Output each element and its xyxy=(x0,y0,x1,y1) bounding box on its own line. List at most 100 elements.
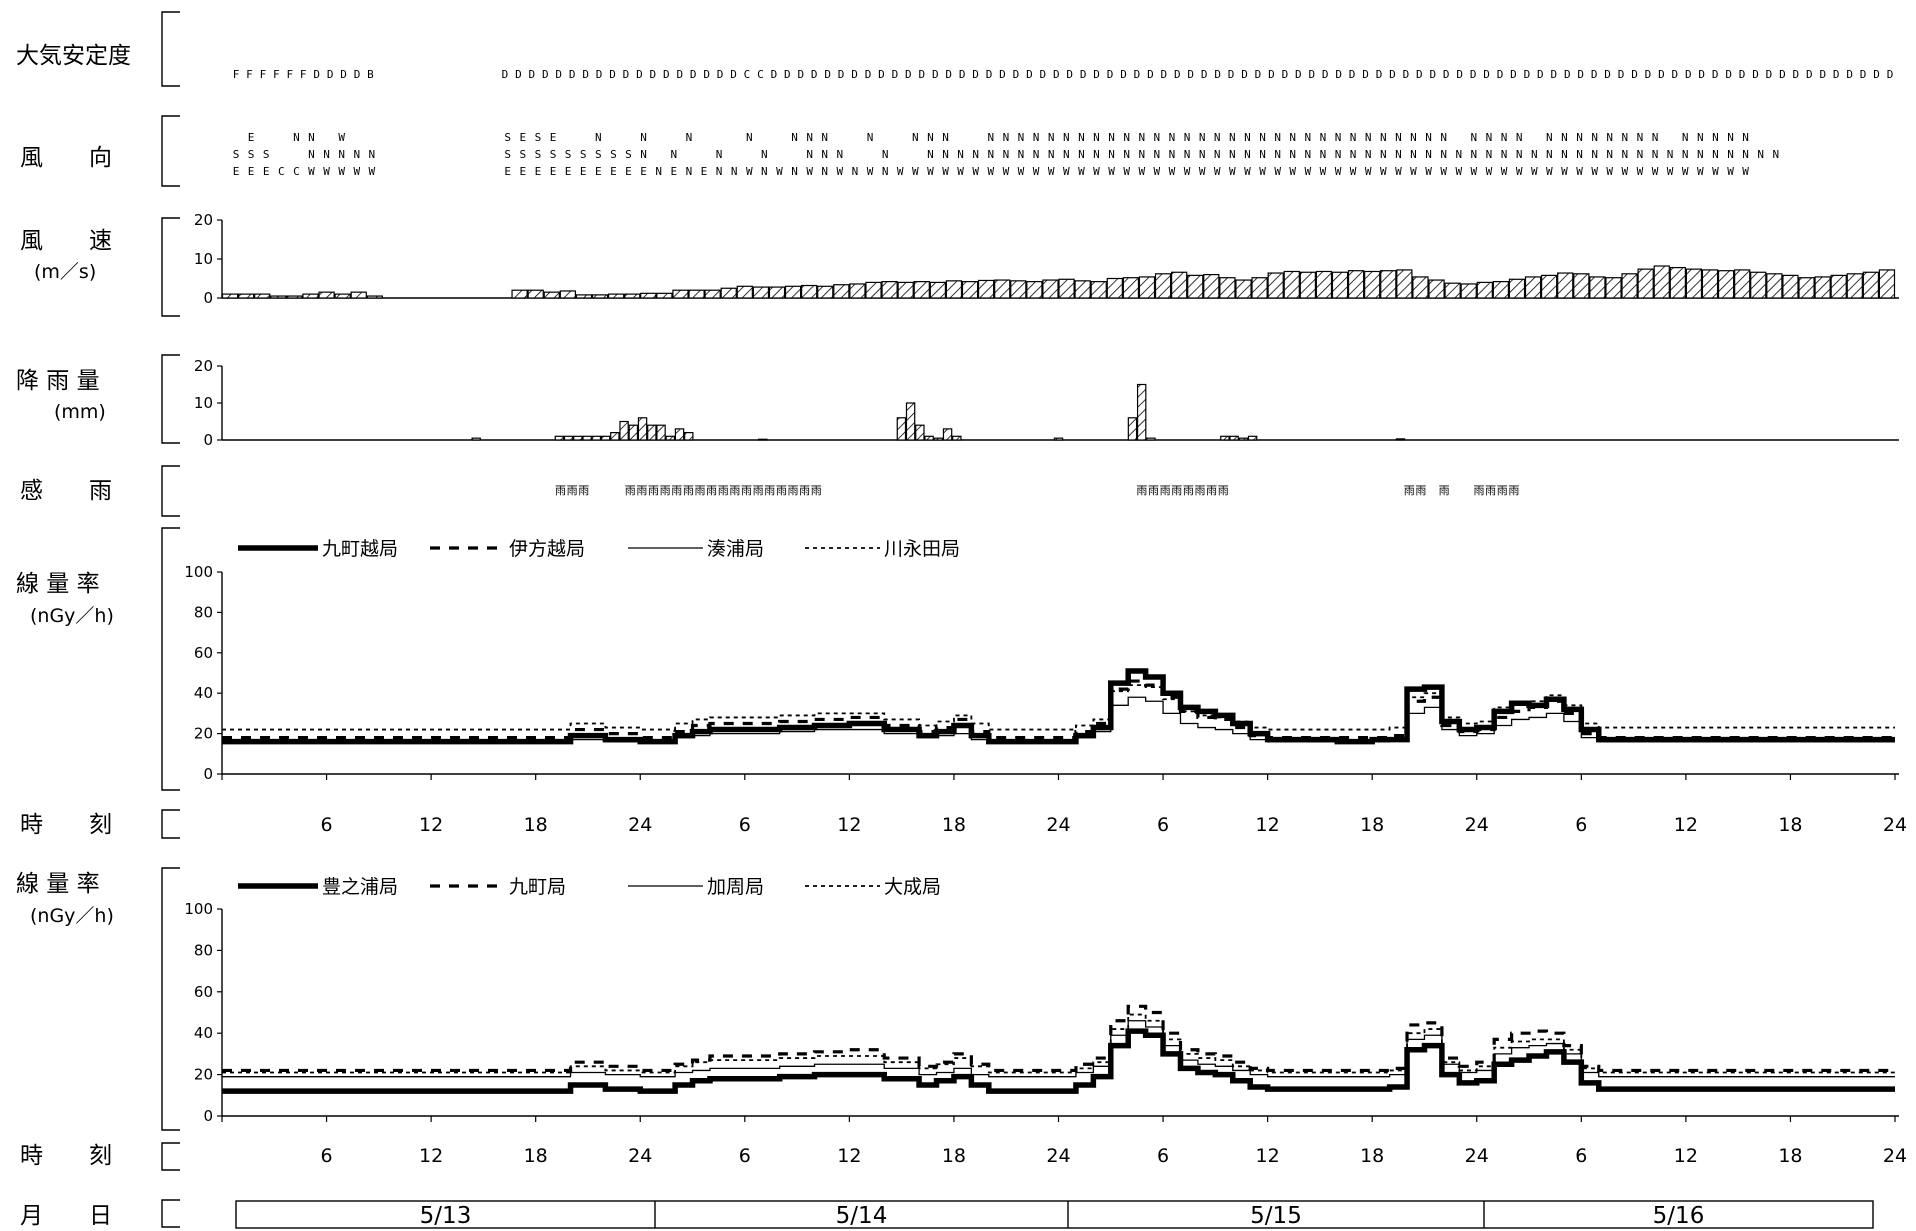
stability-code: D xyxy=(1013,68,1020,81)
stability-code: D xyxy=(1564,68,1571,81)
wind-direction-code: W xyxy=(1425,165,1432,178)
wind-direction-code: N xyxy=(942,148,949,161)
wind-direction-code: N xyxy=(655,165,662,178)
wind-direction-code: N xyxy=(1727,148,1734,161)
wind-direction-code: W xyxy=(1078,165,1085,178)
wind-direction-code: N xyxy=(806,131,813,144)
bar xyxy=(575,294,593,299)
sense-rain-mark: 雨 xyxy=(1206,484,1217,497)
label-sense-rain: 感 雨 xyxy=(20,478,112,504)
bar xyxy=(1444,282,1461,299)
wind-direction-code: N xyxy=(1380,148,1387,161)
stability-code: D xyxy=(623,68,630,81)
bar xyxy=(1669,266,1686,299)
stability-code: D xyxy=(636,68,643,81)
sense-rain-mark: 雨 xyxy=(1160,484,1171,497)
wind-direction-code: N xyxy=(1078,131,1085,144)
stability-code: D xyxy=(1645,68,1652,81)
y-tick-label: 40 xyxy=(194,1024,213,1042)
stability-code: D xyxy=(1080,68,1087,81)
wind-direction-code: W xyxy=(776,165,783,178)
wind-direction-code: N xyxy=(987,148,994,161)
wind-direction-code: N xyxy=(670,148,677,161)
bar xyxy=(1573,273,1590,299)
bar xyxy=(286,295,303,299)
stability-code: D xyxy=(1456,68,1463,81)
wind-direction-code: W xyxy=(957,165,964,178)
wind-direction-code: N xyxy=(1214,148,1221,161)
sense-rain-mark: 雨 xyxy=(718,484,729,497)
wind-direction-code: W xyxy=(323,165,330,178)
bar xyxy=(1734,269,1751,299)
sense-rain-mark: 雨 xyxy=(1415,484,1426,497)
bar xyxy=(254,293,271,299)
bar xyxy=(237,293,255,299)
bar xyxy=(221,293,239,299)
sense-rain-mark: 雨 xyxy=(1183,484,1194,497)
stability-code: D xyxy=(771,68,778,81)
wind-direction-code: N xyxy=(1576,148,1583,161)
legend-label: 豊之浦局 xyxy=(322,876,398,898)
dose-rate-chart-2: 0 20 40 60 80 100 豊之浦局 九町局 加周局 大成局 xyxy=(184,876,1899,1125)
wind-direction-code: N xyxy=(1712,131,1719,144)
wind-direction-code: N xyxy=(1516,148,1523,161)
stability-code: D xyxy=(905,68,912,81)
stability-code: D xyxy=(1214,68,1221,81)
stability-code: D xyxy=(1631,68,1638,81)
wind-direction-code: N xyxy=(1742,148,1749,161)
bar xyxy=(559,290,577,299)
wind-direction-code: N xyxy=(1214,131,1221,144)
bar xyxy=(1476,281,1493,299)
sense-rain-mark: 雨 xyxy=(706,484,717,497)
wind-direction-code: N xyxy=(1501,148,1508,161)
stability-code: D xyxy=(690,68,697,81)
wind-direction-code: N xyxy=(1742,131,1749,144)
stability-code: D xyxy=(569,68,576,81)
hour-label: 24 xyxy=(1465,814,1489,836)
bar xyxy=(366,295,383,299)
stability-code: D xyxy=(502,68,509,81)
bar xyxy=(1717,270,1735,299)
wind-direction-code: W xyxy=(308,165,315,178)
bar xyxy=(628,424,639,441)
sense-rain-mark: 雨 xyxy=(741,484,752,497)
wind-direction-code: N xyxy=(1108,131,1115,144)
bar xyxy=(302,293,319,299)
hour-label: 6 xyxy=(739,1145,751,1167)
hour-label: 18 xyxy=(524,1145,548,1167)
stability-code: D xyxy=(650,68,657,81)
wind-direction-code: W xyxy=(1350,165,1357,178)
wind-direction-code: N xyxy=(1289,131,1296,144)
hour-label: 18 xyxy=(1778,1145,1802,1167)
wind-direction-code: N xyxy=(1546,131,1553,144)
wind-direction-code: N xyxy=(1350,131,1357,144)
wind-direction-code: N xyxy=(957,148,964,161)
date-box xyxy=(235,1200,1874,1229)
sense-rain-mark: 雨 xyxy=(776,484,787,497)
stability-code: D xyxy=(1551,68,1558,81)
bar xyxy=(665,435,676,441)
stability-code: D xyxy=(1873,68,1880,81)
wind-direction-code: N xyxy=(338,148,345,161)
wind-direction-code: N xyxy=(1622,148,1629,161)
wind-direction-code: N xyxy=(1289,148,1296,161)
wind-direction-code: W xyxy=(1410,165,1417,178)
label-date: 月 日 xyxy=(20,1203,112,1229)
hour-label: 6 xyxy=(1157,814,1169,836)
bar xyxy=(1814,276,1831,299)
y-tick-label: 40 xyxy=(194,684,213,702)
wind-direction-code: W xyxy=(1652,165,1659,178)
wind-direction-code: N xyxy=(1772,148,1779,161)
wind-direction-code: W xyxy=(1274,165,1281,178)
bar xyxy=(1331,271,1349,299)
sense-rain-mark: 雨 xyxy=(1508,484,1519,497)
hour-label: 12 xyxy=(1256,814,1280,836)
wind-direction-code: N xyxy=(821,165,828,178)
stability-code: D xyxy=(717,68,724,81)
wind-direction-code: N xyxy=(1154,131,1161,144)
wind-direction-code: W xyxy=(1123,165,1130,178)
wind-direction-code: N xyxy=(1365,131,1372,144)
row-labels: 大気安定度 風 向 風 速 (m／s) 降 雨 量 (mm) 感 雨 線 量 率… xyxy=(16,43,131,1229)
wind-direction-code: W xyxy=(1169,165,1176,178)
hour-label: 24 xyxy=(628,1145,652,1167)
